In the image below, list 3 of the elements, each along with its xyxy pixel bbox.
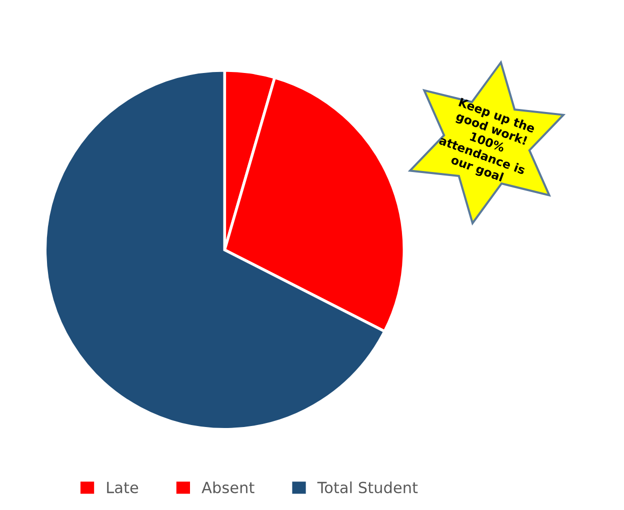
legend-label: Total Student <box>317 481 418 494</box>
legend-label: Late <box>107 482 138 494</box>
legend-label: Absent <box>202 481 254 494</box>
